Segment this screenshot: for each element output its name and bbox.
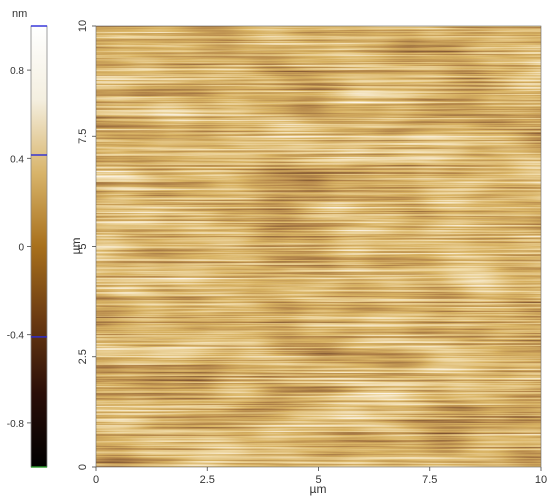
x-axis-tick-label: 0 xyxy=(93,474,99,486)
x-axis-label: µm xyxy=(310,482,327,496)
y-axis-ticks: 0 2.5 5 7.5 10 xyxy=(77,20,96,470)
x-axis-tick-label: 5 xyxy=(315,474,321,486)
colorbar-unit-label: nm xyxy=(12,8,27,20)
colorbar-tick-label: 0.4 xyxy=(10,154,24,165)
colorbar-markers xyxy=(31,25,47,468)
y-axis-tick-label: 2.5 xyxy=(77,349,89,364)
y-axis-tick-label: 10 xyxy=(77,20,89,32)
y-axis-tick-label: 7.5 xyxy=(77,129,89,144)
colorbar-ticks: 0.8 0.4 0 -0.4 -0.8 xyxy=(7,66,31,430)
x-axis-tick-label: 7.5 xyxy=(422,474,437,486)
colorbar: nm 0.8 0.4 0 -0.4 -0.8 xyxy=(7,8,48,468)
afm-height-image xyxy=(96,26,541,467)
afm-image-panel: 0 2.5 5 7.5 10 0 2.5 5 7.5 10 µm µm xyxy=(69,20,547,496)
colorbar-scale xyxy=(30,25,48,468)
colorbar-tick-label: -0.4 xyxy=(7,331,25,342)
y-axis-tick-label: 5 xyxy=(77,243,89,249)
y-axis-tick-label: 0 xyxy=(77,464,89,470)
colorbar-tick-label: 0 xyxy=(18,243,24,254)
y-axis-label: µm xyxy=(69,238,83,255)
x-axis-ticks: 0 2.5 5 7.5 10 xyxy=(93,467,547,486)
x-axis-tick-label: 10 xyxy=(535,474,547,486)
x-axis-tick-label: 2.5 xyxy=(200,474,215,486)
colorbar-tick-label: -0.8 xyxy=(7,419,25,430)
colorbar-tick-label: 0.8 xyxy=(10,66,24,77)
